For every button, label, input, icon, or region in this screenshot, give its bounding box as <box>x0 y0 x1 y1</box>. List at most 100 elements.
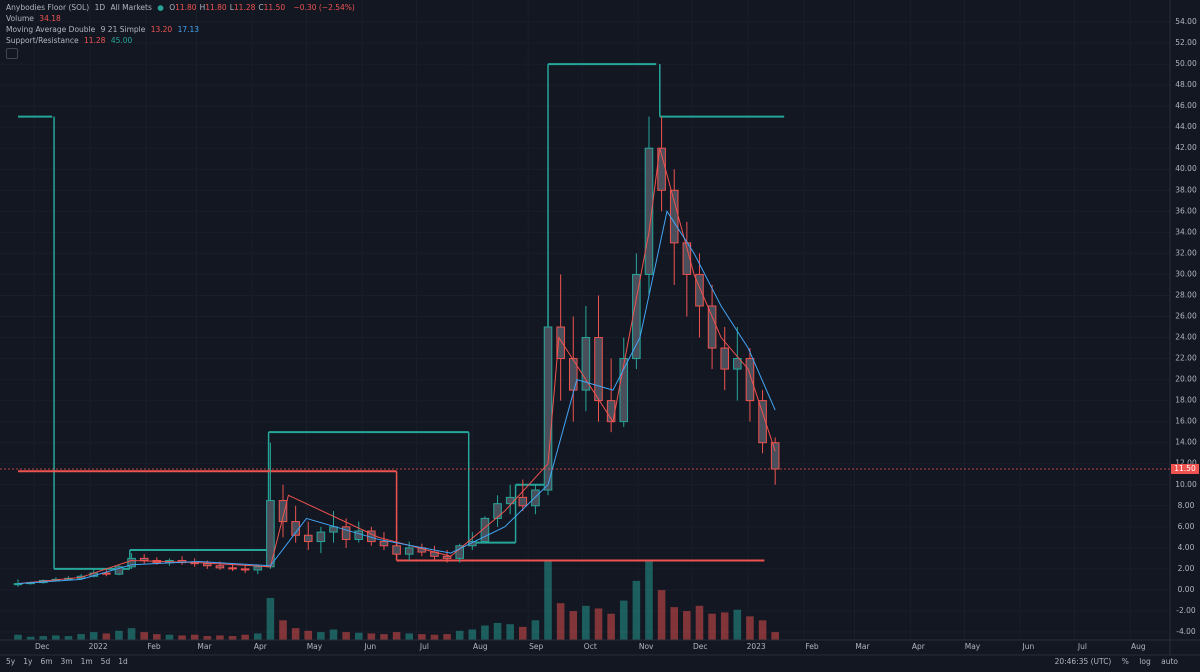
y-tick-label: 42.00 <box>1175 143 1197 152</box>
volume-bar <box>556 603 565 640</box>
x-tick-label: Mar <box>197 642 212 651</box>
volume-bar <box>354 632 363 640</box>
candle-body <box>758 400 767 444</box>
y-tick-label: 34.00 <box>1175 227 1197 236</box>
auto-toggle[interactable]: auto <box>1161 657 1178 666</box>
volume-bar <box>582 605 590 640</box>
candle-body <box>556 326 565 360</box>
volume-bar <box>64 636 73 640</box>
y-tick-label: 46.00 <box>1175 101 1197 110</box>
range-button[interactable]: 1y <box>23 657 33 666</box>
sr-label[interactable]: Support/Resistance <box>6 36 79 45</box>
candle-body <box>316 531 326 543</box>
volume-bar <box>304 630 313 640</box>
collapse-button[interactable] <box>6 48 18 59</box>
volume-bar <box>468 629 477 640</box>
y-tick-label: 36.00 <box>1175 206 1197 215</box>
y-tick-label: 10.00 <box>1175 480 1197 489</box>
clock: 20:46:35 (UTC) <box>1054 657 1112 666</box>
percent-toggle[interactable]: % <box>1121 657 1129 666</box>
ohlc: O11.80 H11.80 L11.28 C11.50 <box>169 3 288 12</box>
volume-bar <box>695 605 704 640</box>
volume-label[interactable]: Volume <box>6 14 34 23</box>
volume-bar <box>279 620 287 640</box>
range-button[interactable]: 3m <box>60 657 73 666</box>
market: All Markets <box>110 3 152 12</box>
candle-body <box>669 189 679 244</box>
y-tick-label: 44.00 <box>1175 122 1197 131</box>
legend-row: Anybodies Floor (SOL) 1D All Markets ● O… <box>6 2 358 13</box>
legend-row: Moving Average Double 9 21 Simple 13.20 … <box>6 24 358 35</box>
volume-bar <box>594 608 603 640</box>
volume-bar <box>115 630 123 640</box>
volume-bar <box>241 634 249 640</box>
volume-bar <box>253 633 262 640</box>
candle-body <box>379 541 389 547</box>
volume-bar <box>127 628 136 640</box>
volume-bar <box>52 635 60 640</box>
y-tick-label: 22.00 <box>1175 354 1197 363</box>
interval[interactable]: 1D <box>94 3 106 12</box>
toolbar-right: 20:46:35 (UTC) % log auto <box>1047 657 1178 666</box>
candle-body <box>240 568 250 571</box>
candle-body <box>442 555 452 559</box>
candle-body <box>531 489 540 507</box>
candle-body <box>733 358 742 370</box>
candle-body <box>568 358 578 391</box>
candle-body <box>404 547 414 555</box>
candle-body <box>139 557 149 561</box>
volume-bar <box>405 633 413 640</box>
volume-bar <box>392 632 401 640</box>
volume-bar <box>531 620 540 640</box>
volume-bar <box>670 607 679 640</box>
ohlc-value: 11.50 <box>263 3 286 12</box>
log-toggle[interactable]: log <box>1139 657 1151 666</box>
ma-label[interactable]: Moving Average Double <box>6 25 96 34</box>
candle-body <box>354 530 364 540</box>
x-tick-label: Sep <box>529 642 543 651</box>
range-button[interactable]: 5d <box>100 657 111 666</box>
candle-body <box>114 566 124 575</box>
x-tick-label: Jun <box>363 642 376 651</box>
x-tick-label: Nov <box>639 642 654 651</box>
candle-body <box>303 534 313 543</box>
range-button[interactable]: 1d <box>118 657 128 666</box>
candle-body <box>215 565 225 569</box>
y-tick-label: 12.00 <box>1175 459 1197 468</box>
y-tick-label: 18.00 <box>1175 396 1197 405</box>
volume-bar <box>178 635 186 640</box>
y-tick-label: 20.00 <box>1175 375 1197 384</box>
range-button[interactable]: 6m <box>40 657 53 666</box>
volume-bar <box>89 632 98 640</box>
symbol[interactable]: Anybodies Floor (SOL) <box>6 3 90 12</box>
range-button[interactable]: 1m <box>80 657 93 666</box>
x-tick-label: Apr <box>912 642 926 651</box>
volume-bar <box>519 626 527 640</box>
y-tick-label: 26.00 <box>1175 311 1197 320</box>
change: −0.30 (−2.54%) <box>293 3 355 12</box>
y-tick-label: 54.00 <box>1175 17 1197 26</box>
volume-bar <box>657 590 666 640</box>
volume-bar <box>607 613 615 640</box>
volume-bar <box>569 611 578 640</box>
volume-bar <box>632 580 641 640</box>
volume-bar <box>291 628 300 640</box>
y-tick-label: 30.00 <box>1175 269 1197 278</box>
sr-high: 45.00 <box>110 36 133 45</box>
sr-low: 11.28 <box>83 36 106 45</box>
volume-bar <box>544 561 552 640</box>
candle-body <box>707 305 717 349</box>
y-tick-label: 48.00 <box>1175 80 1197 89</box>
ohlc-key: C <box>258 3 264 12</box>
y-tick-label: 4.00 <box>1178 543 1195 552</box>
range-button[interactable]: 5y <box>6 657 16 666</box>
y-tick-label: 0.00 <box>1178 585 1195 594</box>
volume-bar <box>645 561 653 640</box>
legend: Anybodies Floor (SOL) 1D All Markets ● O… <box>6 2 358 62</box>
y-tick-label: 28.00 <box>1175 290 1197 299</box>
volume-bar <box>746 616 754 640</box>
candle-body <box>329 526 338 533</box>
ohlc-value: 11.80 <box>175 3 197 12</box>
candle-body <box>695 273 704 307</box>
volume-bar <box>455 630 464 640</box>
